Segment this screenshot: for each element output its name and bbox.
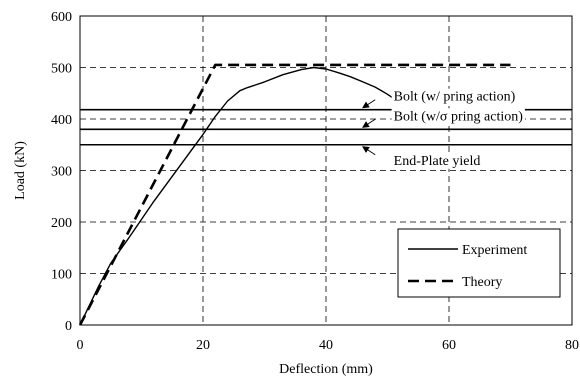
series-theory-line (78, 63, 511, 326)
y-tick-label: 0 (65, 319, 72, 334)
reference-line-label: Bolt (w/σ pring action) (394, 109, 524, 124)
x-tick-label: 80 (565, 338, 579, 353)
annotations: Bolt (w/ pring action) Bolt (w/σ pring ac… (362, 88, 525, 169)
legend: Experiment Theory (397, 228, 561, 298)
y-tick-label: 200 (51, 216, 72, 231)
y-tick-label: 400 (51, 113, 72, 128)
reference-label-bg (391, 152, 483, 169)
reference-line-label: End-Plate yield (394, 154, 481, 169)
axis-ticks: 0 20 40 60 80 0 100 200 300 400 500 600 (51, 10, 579, 353)
annotation-arrow (362, 146, 376, 156)
y-tick-label: 100 (51, 268, 72, 283)
y-axis-label: Load (kN) (13, 141, 28, 200)
annotation-arrow (362, 99, 376, 109)
legend-label-experiment: Experiment (462, 243, 527, 258)
legend-label-theory: Theory (462, 275, 502, 290)
annotation-arrow (362, 118, 376, 128)
reference-label-bg (391, 88, 518, 105)
y-tick-label: 600 (51, 10, 72, 25)
y-tick-label: 500 (51, 62, 72, 77)
series-experiment-line (79, 66, 394, 326)
reference-label-bg (391, 108, 525, 125)
x-tick-label: 0 (77, 338, 84, 353)
x-axis-label: Deflection (mm) (279, 362, 373, 377)
reference-line-label: Bolt (w/ pring action) (394, 90, 516, 105)
x-tick-label: 20 (196, 338, 210, 353)
legend-box (397, 228, 561, 298)
x-tick-label: 40 (319, 338, 333, 353)
plot-area-border (79, 15, 573, 326)
grid-lines (80, 16, 572, 325)
x-tick-label: 60 (442, 338, 456, 353)
y-tick-label: 300 (51, 165, 72, 180)
data-series (78, 63, 511, 326)
